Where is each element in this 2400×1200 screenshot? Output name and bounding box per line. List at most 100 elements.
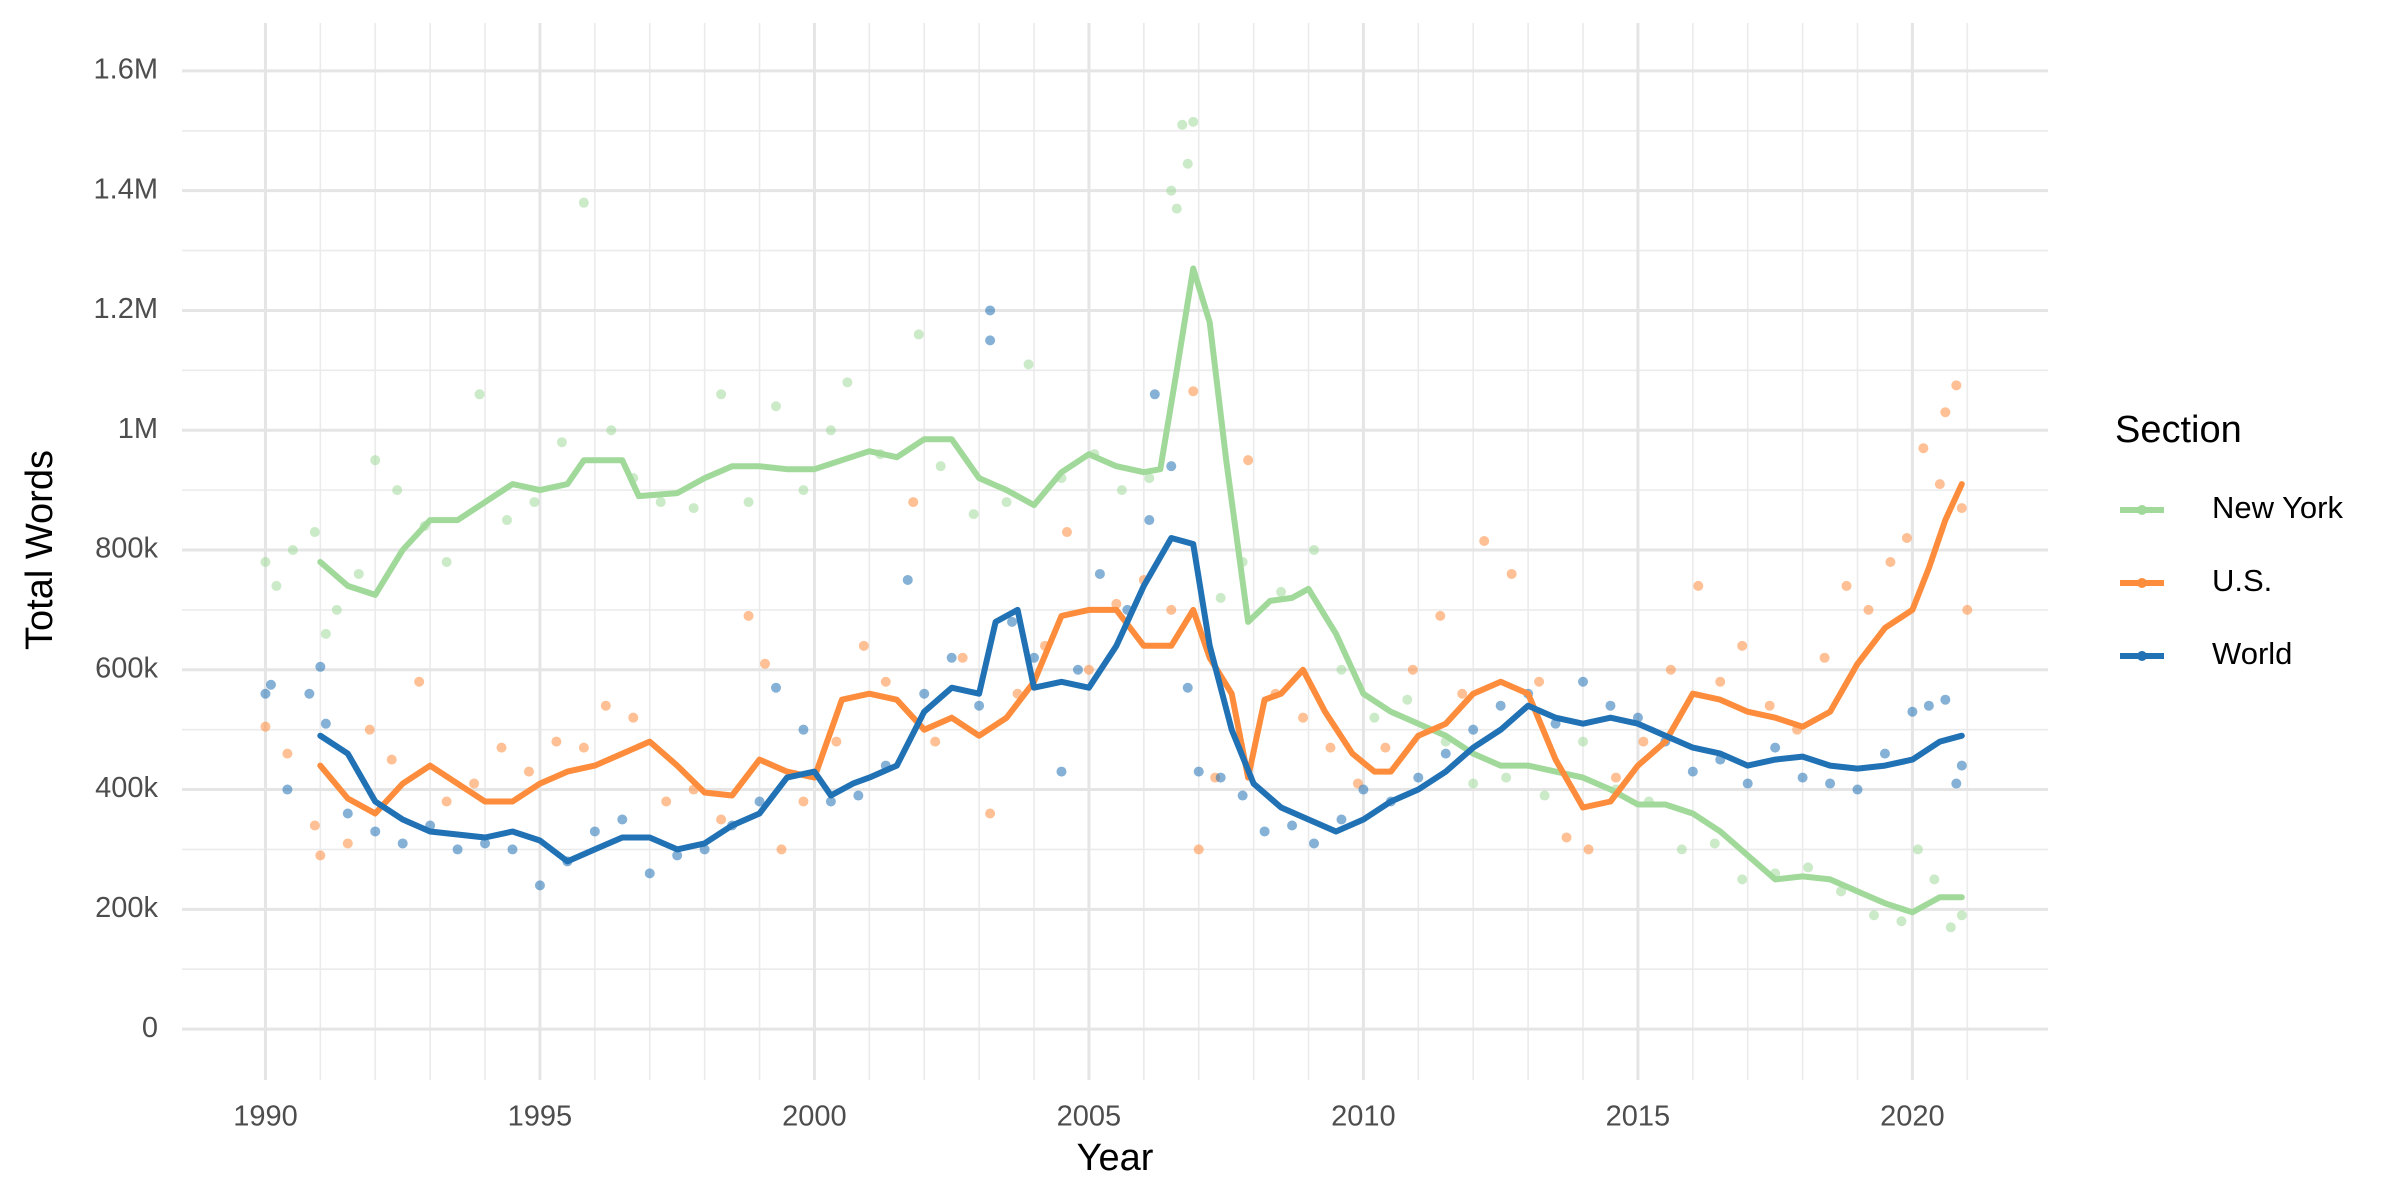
data-point — [617, 814, 628, 825]
y-tick-label: 400k — [95, 772, 158, 804]
data-point — [1896, 916, 1907, 927]
data-point — [974, 700, 985, 711]
data-point — [1879, 748, 1890, 759]
data-point — [260, 721, 271, 732]
data-point — [853, 790, 864, 801]
data-point — [260, 688, 271, 699]
data-point — [754, 796, 765, 807]
data-point — [908, 497, 919, 508]
data-point — [935, 461, 946, 472]
y-tick-label: 1.2M — [94, 293, 158, 325]
data-point — [1029, 652, 1040, 663]
data-point — [534, 880, 545, 891]
data-point — [1770, 742, 1781, 753]
data-point — [320, 628, 331, 639]
data-point — [1638, 736, 1649, 747]
data-point — [600, 700, 611, 711]
data-point — [1309, 838, 1320, 849]
data-point — [1956, 910, 1967, 921]
data-point — [825, 796, 836, 807]
data-point — [661, 796, 672, 807]
data-point — [578, 197, 589, 208]
data-point — [441, 796, 452, 807]
data-point — [1215, 772, 1226, 783]
data-point — [1501, 772, 1512, 783]
data-point — [1940, 694, 1951, 705]
data-point — [556, 437, 567, 448]
data-point — [1309, 545, 1320, 556]
legend: Section New York U.S. World — [2115, 409, 2343, 671]
data-point — [315, 661, 326, 672]
data-point — [985, 305, 996, 316]
data-point — [825, 425, 836, 436]
data-point — [353, 568, 364, 579]
data-point — [985, 808, 996, 819]
data-point — [342, 838, 353, 849]
y-tick-label: 600k — [95, 652, 158, 684]
data-point — [315, 850, 326, 861]
data-point — [1907, 706, 1918, 717]
data-point — [798, 796, 809, 807]
grid — [182, 23, 2048, 1080]
data-point — [1276, 586, 1287, 597]
data-point — [1923, 700, 1934, 711]
x-tick-label: 1995 — [508, 1101, 573, 1133]
data-point — [1358, 784, 1369, 795]
legend-entry: New York — [2120, 490, 2343, 525]
lines-layer — [317, 265, 1965, 916]
data-point — [1407, 664, 1418, 675]
data-point — [628, 712, 639, 723]
data-point — [1506, 568, 1517, 579]
data-point — [1583, 844, 1594, 855]
data-point — [957, 652, 968, 663]
legend-entry: World — [2120, 636, 2292, 671]
data-point — [1083, 664, 1094, 675]
data-point — [1578, 736, 1589, 747]
data-point — [1676, 844, 1687, 855]
data-point — [1495, 700, 1506, 711]
data-point — [644, 868, 655, 879]
legend-title: Section — [2115, 409, 2242, 451]
data-point — [1852, 784, 1863, 795]
data-point — [1605, 700, 1616, 711]
legend-key-point — [2137, 578, 2147, 588]
data-point — [1259, 826, 1270, 837]
data-point — [1166, 604, 1177, 615]
data-point — [386, 754, 397, 765]
data-point — [1918, 443, 1929, 454]
data-point — [1440, 748, 1451, 759]
x-tick-label: 2015 — [1606, 1101, 1671, 1133]
data-point — [1116, 485, 1127, 496]
data-point — [1171, 203, 1182, 214]
data-point — [309, 820, 320, 831]
data-point — [1336, 814, 1347, 825]
data-point — [1912, 844, 1923, 855]
data-point — [1945, 922, 1956, 933]
data-point — [1061, 527, 1072, 538]
data-point — [672, 850, 683, 861]
legend-key-point — [2137, 651, 2147, 661]
data-point — [1578, 676, 1589, 687]
data-point — [985, 335, 996, 346]
data-point — [1901, 533, 1912, 544]
data-point — [1956, 503, 1967, 514]
data-point — [1007, 616, 1018, 627]
points-layer — [260, 116, 1973, 933]
data-point — [1693, 580, 1704, 591]
data-point — [392, 485, 403, 496]
y-tick-label: 0 — [142, 1012, 158, 1044]
data-point — [1457, 688, 1468, 699]
data-point — [1797, 772, 1808, 783]
data-point — [320, 718, 331, 729]
data-point — [930, 736, 941, 747]
data-point — [913, 329, 924, 340]
x-tick-label: 1990 — [233, 1101, 298, 1133]
data-point — [551, 736, 562, 747]
data-point — [309, 527, 320, 538]
data-point — [265, 679, 276, 690]
data-point — [271, 580, 282, 591]
data-point — [441, 556, 452, 567]
data-point — [1885, 556, 1896, 567]
data-point — [1237, 790, 1248, 801]
